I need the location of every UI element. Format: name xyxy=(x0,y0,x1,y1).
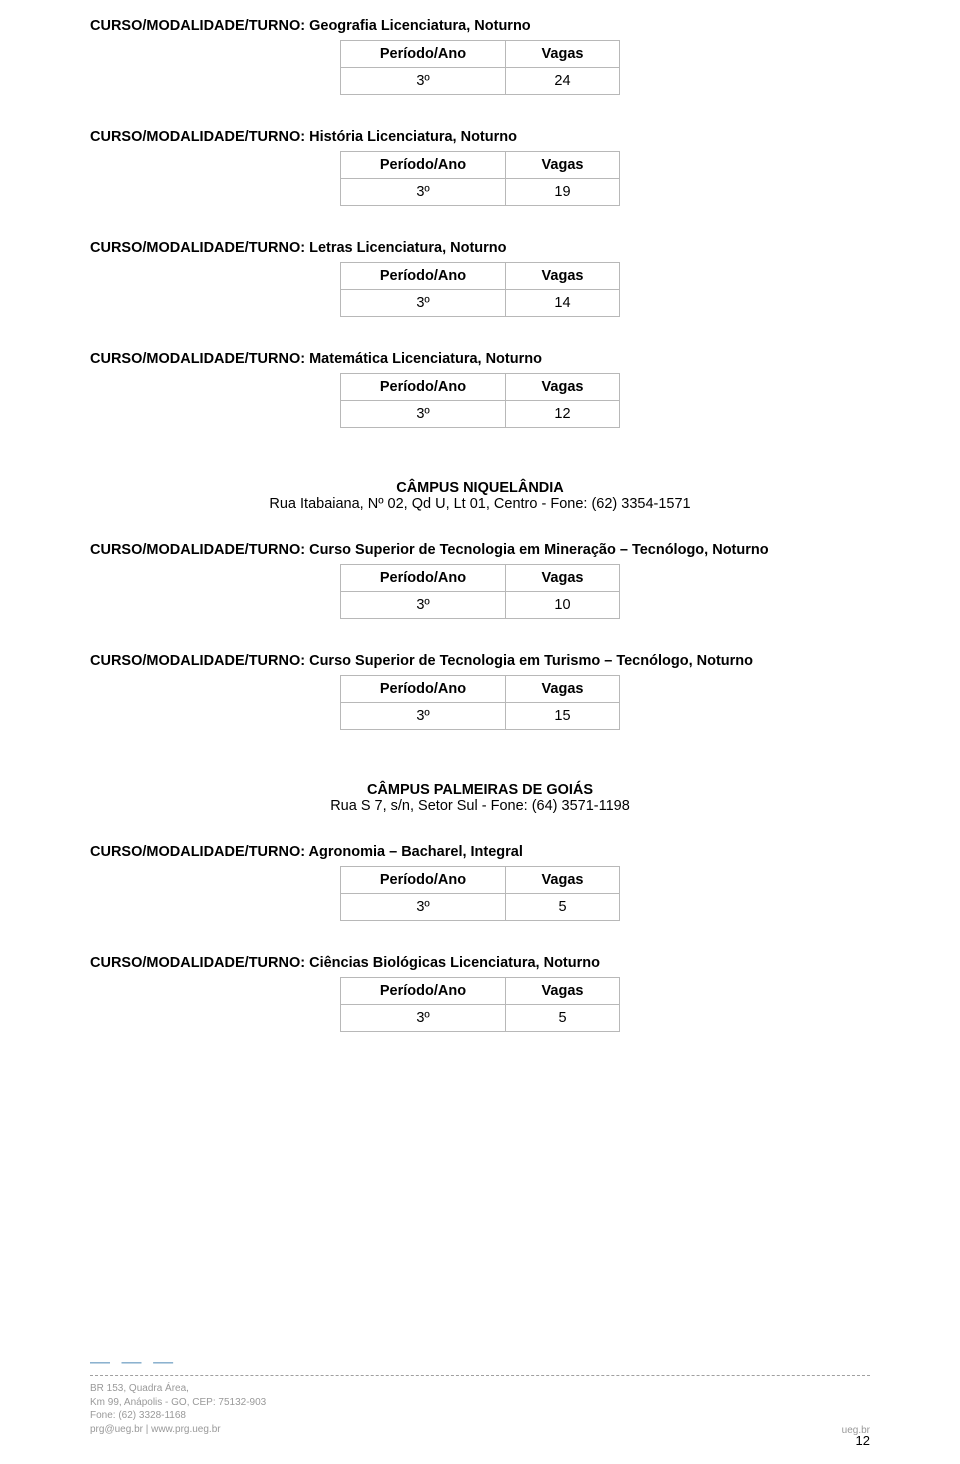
course-title: CURSO/MODALIDADE/TURNO: Curso Superior d… xyxy=(90,542,870,558)
cell-vagas: 5 xyxy=(506,894,620,921)
course-section: CURSO/MODALIDADE/TURNO: Matemática Licen… xyxy=(90,351,870,428)
col-vagas: Vagas xyxy=(506,152,620,179)
cell-periodo: 3º xyxy=(341,68,506,95)
course-title: CURSO/MODALIDADE/TURNO: Curso Superior d… xyxy=(90,653,870,669)
col-periodo: Período/Ano xyxy=(341,41,506,68)
cell-periodo: 3º xyxy=(341,703,506,730)
course-title: CURSO/MODALIDADE/TURNO: Geografia Licenc… xyxy=(90,18,870,34)
col-periodo: Período/Ano xyxy=(341,152,506,179)
vagas-table: Período/AnoVagas 3º19 xyxy=(340,151,620,206)
campus-addr: Rua S 7, s/n, Setor Sul - Fone: (64) 357… xyxy=(90,798,870,814)
col-periodo: Período/Ano xyxy=(341,374,506,401)
footer-line: Fone: (62) 3328-1168 xyxy=(90,1409,266,1423)
col-periodo: Período/Ano xyxy=(341,978,506,1005)
vagas-table: Período/AnoVagas 3º14 xyxy=(340,262,620,317)
vagas-table: Período/AnoVagas 3º24 xyxy=(340,40,620,95)
course-title: CURSO/MODALIDADE/TURNO: Ciências Biológi… xyxy=(90,955,870,971)
footer-line: BR 153, Quadra Área, xyxy=(90,1382,266,1396)
campus-name: CÂMPUS PALMEIRAS DE GOIÁS xyxy=(90,782,870,798)
footer-line: prg@ueg.br | www.prg.ueg.br xyxy=(90,1423,266,1437)
cell-periodo: 3º xyxy=(341,290,506,317)
cell-periodo: 3º xyxy=(341,894,506,921)
cell-vagas: 10 xyxy=(506,592,620,619)
cell-vagas: 12 xyxy=(506,401,620,428)
col-vagas: Vagas xyxy=(506,867,620,894)
campus-block: CÂMPUS PALMEIRAS DE GOIÁS Rua S 7, s/n, … xyxy=(90,782,870,814)
course-title: CURSO/MODALIDADE/TURNO: Agronomia – Bach… xyxy=(90,844,870,860)
cell-vagas: 19 xyxy=(506,179,620,206)
cell-periodo: 3º xyxy=(341,401,506,428)
footer-line: Km 99, Anápolis - GO, CEP: 75132-903 xyxy=(90,1396,266,1410)
campus-block: CÂMPUS NIQUELÂNDIA Rua Itabaiana, Nº 02,… xyxy=(90,480,870,512)
vagas-table: Período/AnoVagas 3º15 xyxy=(340,675,620,730)
col-periodo: Período/Ano xyxy=(341,263,506,290)
vagas-table: Período/AnoVagas 3º5 xyxy=(340,977,620,1032)
footer-address: BR 153, Quadra Área, Km 99, Anápolis - G… xyxy=(90,1382,266,1436)
page-number: 12 xyxy=(856,1433,870,1448)
course-section: CURSO/MODALIDADE/TURNO: Agronomia – Bach… xyxy=(90,844,870,921)
col-vagas: Vagas xyxy=(506,565,620,592)
col-periodo: Período/Ano xyxy=(341,867,506,894)
course-title: CURSO/MODALIDADE/TURNO: Matemática Licen… xyxy=(90,351,870,367)
cell-periodo: 3º xyxy=(341,592,506,619)
course-section: CURSO/MODALIDADE/TURNO: Curso Superior d… xyxy=(90,653,870,730)
course-title: CURSO/MODALIDADE/TURNO: História Licenci… xyxy=(90,129,870,145)
course-title: CURSO/MODALIDADE/TURNO: Letras Licenciat… xyxy=(90,240,870,256)
col-periodo: Período/Ano xyxy=(341,565,506,592)
course-section: CURSO/MODALIDADE/TURNO: História Licenci… xyxy=(90,129,870,206)
course-section: CURSO/MODALIDADE/TURNO: Geografia Licenc… xyxy=(90,18,870,95)
cell-vagas: 5 xyxy=(506,1005,620,1032)
vagas-table: Período/AnoVagas 3º10 xyxy=(340,564,620,619)
col-periodo: Período/Ano xyxy=(341,676,506,703)
col-vagas: Vagas xyxy=(506,263,620,290)
cell-vagas: 14 xyxy=(506,290,620,317)
campus-addr: Rua Itabaiana, Nº 02, Qd U, Lt 01, Centr… xyxy=(90,496,870,512)
col-vagas: Vagas xyxy=(506,676,620,703)
col-vagas: Vagas xyxy=(506,41,620,68)
vagas-table: Período/AnoVagas 3º5 xyxy=(340,866,620,921)
vagas-table: Período/AnoVagas 3º12 xyxy=(340,373,620,428)
cell-vagas: 15 xyxy=(506,703,620,730)
page-footer: BR 153, Quadra Área, Km 99, Anápolis - G… xyxy=(90,1375,870,1436)
col-vagas: Vagas xyxy=(506,978,620,1005)
col-vagas: Vagas xyxy=(506,374,620,401)
course-section: CURSO/MODALIDADE/TURNO: Ciências Biológi… xyxy=(90,955,870,1032)
course-section: CURSO/MODALIDADE/TURNO: Curso Superior d… xyxy=(90,542,870,619)
cell-vagas: 24 xyxy=(506,68,620,95)
course-section: CURSO/MODALIDADE/TURNO: Letras Licenciat… xyxy=(90,240,870,317)
cell-periodo: 3º xyxy=(341,1005,506,1032)
cell-periodo: 3º xyxy=(341,179,506,206)
footer-dashes: — — — xyxy=(90,1351,176,1374)
campus-name: CÂMPUS NIQUELÂNDIA xyxy=(90,480,870,496)
